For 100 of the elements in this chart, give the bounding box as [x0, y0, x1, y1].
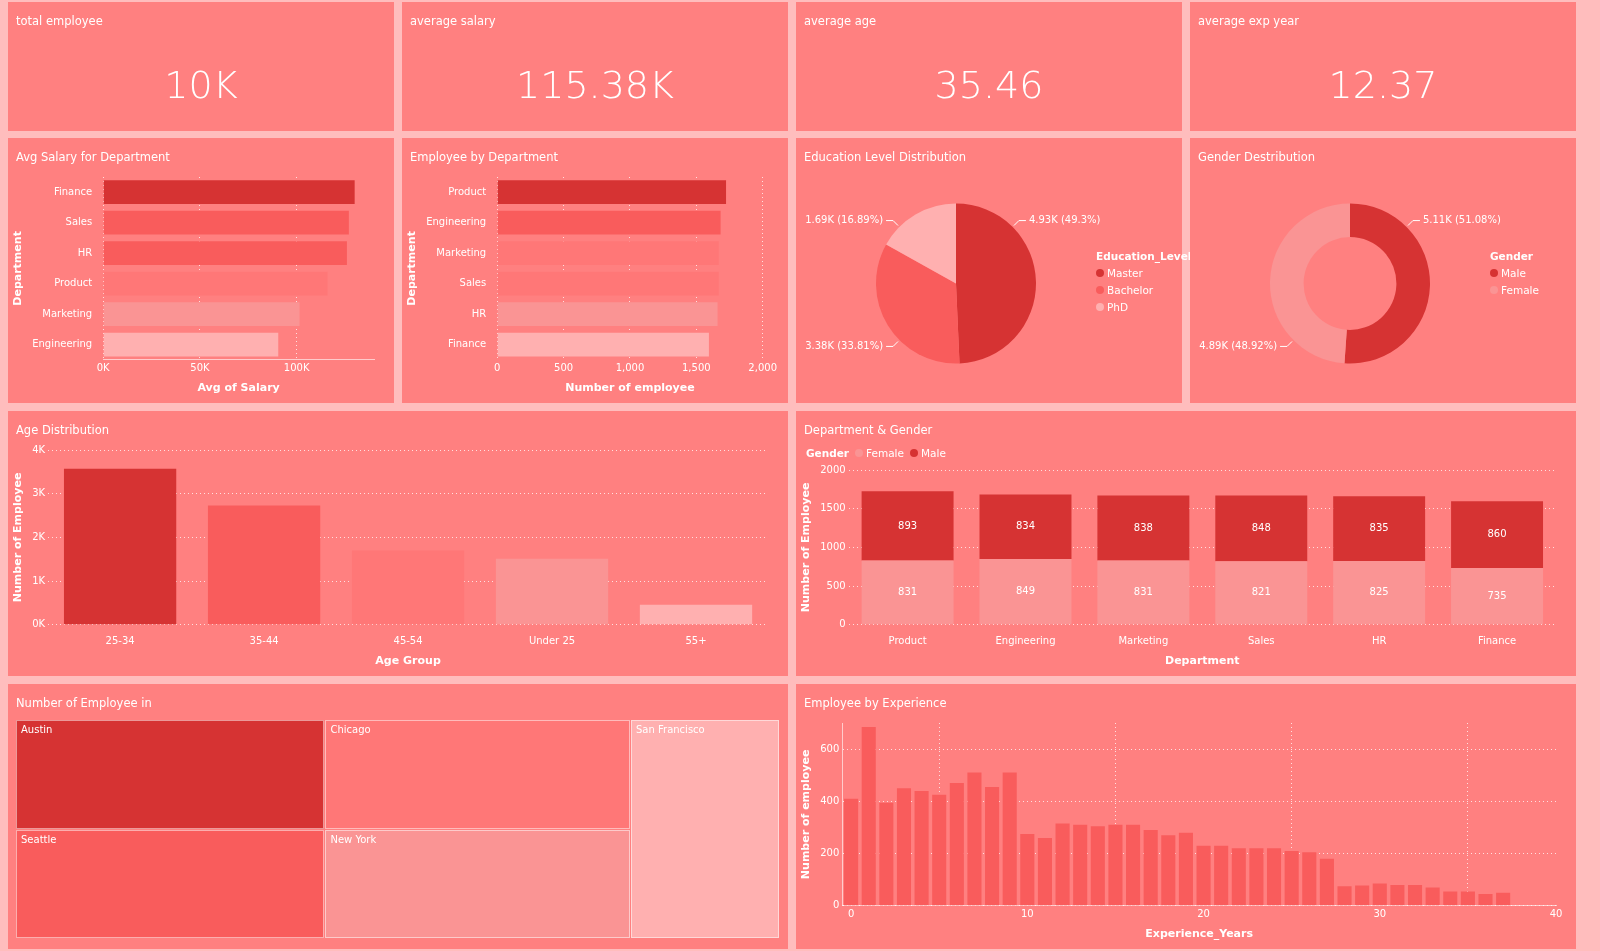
- bar: [1002, 772, 1017, 906]
- bar: [1161, 835, 1176, 906]
- bar: [861, 560, 954, 625]
- bar: [103, 180, 355, 205]
- bar: [985, 786, 1000, 906]
- legend-label: PhD: [1106, 301, 1130, 313]
- x-tick-label: 55+: [685, 635, 707, 647]
- bar: [63, 468, 177, 625]
- y-tick-label: 500: [826, 579, 846, 591]
- x-tick-label: 0: [847, 908, 855, 920]
- bar: [1020, 833, 1035, 906]
- data-label: 860: [1487, 528, 1507, 540]
- chart-title: Avg Salary for Department: [15, 149, 171, 166]
- x-tick-label: Finance: [1477, 635, 1517, 647]
- x-tick-label: Marketing: [1118, 635, 1169, 647]
- bar: [495, 558, 609, 625]
- bar: [1390, 884, 1405, 906]
- bar: [896, 788, 912, 906]
- bar: [103, 241, 347, 266]
- x-tick-label: 25-34: [105, 635, 135, 647]
- data-label: 849: [1015, 585, 1036, 597]
- bar: [879, 802, 894, 906]
- x-tick-label: 40: [1549, 908, 1563, 920]
- x-tick-label: HR: [1371, 635, 1387, 647]
- y-tick-label: Finance: [53, 185, 93, 197]
- y-tick-label: HR: [77, 246, 93, 258]
- bar: [351, 550, 465, 625]
- bar: [1215, 495, 1308, 562]
- data-label: 835: [1369, 522, 1389, 534]
- x-tick-label: 35-44: [249, 635, 279, 647]
- bar: [1333, 560, 1426, 625]
- y-tick-label: Marketing: [42, 307, 93, 319]
- x-tick-label: 1,000: [615, 362, 645, 374]
- text: average age: [803, 13, 878, 30]
- bar: [1425, 887, 1440, 906]
- bar: [861, 491, 954, 561]
- bar: [861, 726, 876, 906]
- y-axis-title: Number of employee: [799, 749, 813, 880]
- bar: [103, 210, 349, 235]
- bar: [1372, 883, 1387, 906]
- x-tick-label: Engineering: [995, 635, 1056, 647]
- text: 115.38K: [516, 62, 674, 107]
- text: 10K: [164, 62, 238, 107]
- y-tick-label: Sales: [65, 216, 93, 228]
- y-tick-label: Product: [448, 185, 487, 197]
- bar: [949, 783, 964, 906]
- bar: [979, 559, 1072, 625]
- text: 12.37: [1328, 62, 1438, 107]
- data-label: 4.89K (48.92%): [1199, 340, 1278, 352]
- y-tick-label: 0: [839, 618, 846, 630]
- bar: [1196, 845, 1211, 906]
- bar: [967, 772, 982, 906]
- bar: [1319, 858, 1334, 906]
- bar: [1407, 884, 1423, 906]
- bar: [1333, 496, 1426, 561]
- bar: [1143, 830, 1158, 906]
- y-tick-label: 600: [820, 742, 840, 754]
- y-tick-label: 1500: [820, 502, 846, 514]
- bar: [844, 798, 859, 906]
- bar: [1460, 891, 1475, 906]
- y-axis-title: Department: [11, 231, 25, 306]
- x-tick-label: 100K: [283, 362, 310, 374]
- chart-title: Age Distribution: [15, 422, 110, 439]
- data-label: 735: [1487, 589, 1507, 601]
- data-label: 4.93K (49.3%): [1028, 214, 1101, 226]
- legend-title: Gender: [806, 447, 850, 459]
- category-label: New York: [330, 833, 377, 845]
- x-axis-title: Department: [1165, 654, 1240, 668]
- chart-title: Department & Gender: [803, 422, 934, 439]
- bar: [979, 494, 1072, 560]
- bar: [103, 332, 279, 357]
- x-tick-label: Sales: [1247, 635, 1275, 647]
- bar: [1337, 886, 1352, 906]
- y-tick-label: 2K: [32, 530, 46, 542]
- y-tick-label: Engineering: [32, 338, 93, 350]
- y-tick-label: Finance: [447, 338, 487, 350]
- bar: [1266, 848, 1282, 906]
- x-tick-label: Under 25: [528, 635, 576, 647]
- x-axis-title: Avg of Salary: [197, 381, 280, 395]
- bar: [914, 790, 929, 906]
- chart-title: Employee by Experience: [803, 695, 948, 712]
- chart-title: Gender Destribution: [1197, 149, 1316, 166]
- text: average salary: [409, 13, 497, 30]
- bar: [103, 302, 300, 326]
- legend-label: Male: [1500, 267, 1527, 279]
- y-tick-label: 1000: [820, 540, 846, 552]
- data-label: 5.11K (51.08%): [1422, 214, 1501, 226]
- x-axis-title: Experience_Years: [1145, 927, 1254, 941]
- bar: [1097, 560, 1190, 625]
- category-label: Chicago: [330, 724, 371, 735]
- data-label: 831: [898, 585, 918, 597]
- category-label: San Francisco: [636, 724, 705, 735]
- bar: [1073, 824, 1088, 906]
- data-label: 3.38K (33.81%): [805, 340, 884, 352]
- x-tick-label: 1,500: [681, 362, 711, 374]
- x-tick-label: 0K: [96, 362, 111, 374]
- text: average exp year: [1197, 13, 1301, 30]
- y-tick-label: 3K: [32, 487, 46, 499]
- bar: [1478, 894, 1493, 906]
- legend-label: Bachelor: [1106, 284, 1155, 296]
